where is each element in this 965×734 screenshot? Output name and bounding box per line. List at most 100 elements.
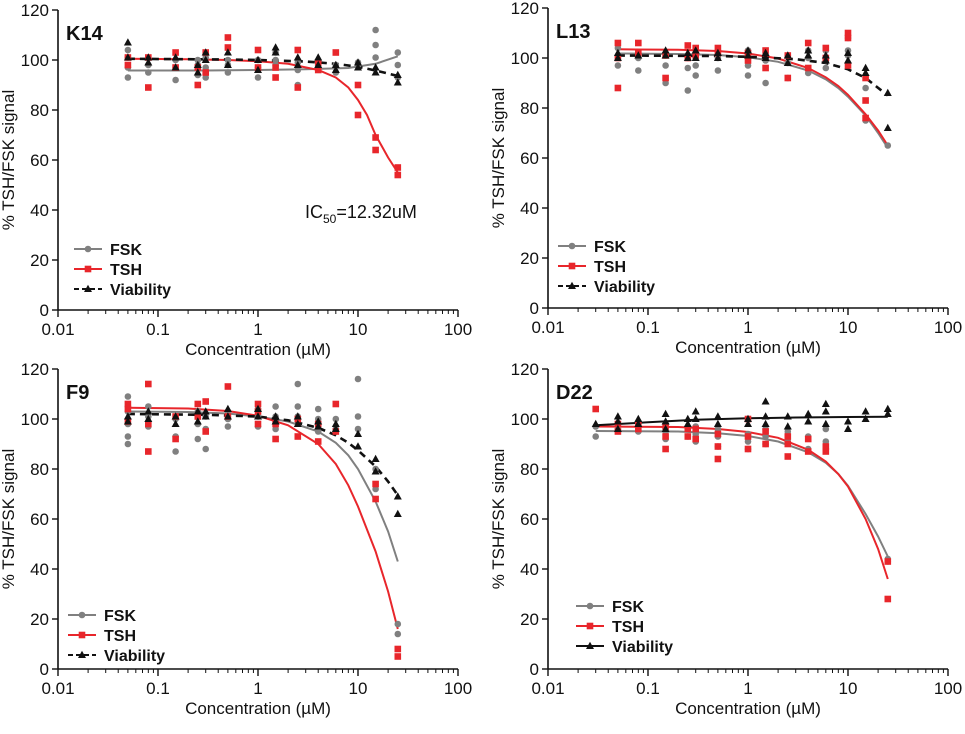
data-point-viability <box>861 407 870 415</box>
data-point-viability <box>661 409 670 417</box>
data-point-viability <box>683 48 692 56</box>
data-point-viability <box>371 454 380 462</box>
data-point-tsh <box>714 44 722 52</box>
x-axis-title: Concentration (µM) <box>185 340 331 359</box>
fit-curve-fsk <box>127 410 399 562</box>
y-axis-title: % TSH/FSK signal <box>0 449 18 589</box>
y-tick-label: 20 <box>520 610 539 629</box>
data-point-viability <box>661 417 670 425</box>
data-point-viability <box>683 53 692 61</box>
legend-label-viability: Viability <box>612 639 673 656</box>
data-point-fsk <box>172 448 179 455</box>
data-point-viability <box>613 48 622 56</box>
panel-k14: 0 20 40 60 80 100 120 0.01 0.1 1 10 100 Concentratio… <box>0 1 472 359</box>
legend-marker-fsk <box>586 602 594 610</box>
legend-label-tsh: TSH <box>104 628 136 645</box>
data-point-viability <box>713 419 722 427</box>
data-point-viability <box>144 407 153 415</box>
data-point-fsk <box>224 423 232 430</box>
data-point-tsh <box>272 64 279 71</box>
data-point-tsh <box>372 495 379 503</box>
legend-label-viability: Viability <box>594 279 655 296</box>
data-point-fsk <box>202 64 210 71</box>
data-point-viability <box>591 419 600 427</box>
panel-l13: 0 20 40 60 80 100 120 0.01 0.1 1 10 100 Concentratio… <box>489 0 962 357</box>
data-point-viability <box>713 48 722 56</box>
data-point-viability <box>123 412 132 420</box>
data-point-tsh <box>294 84 302 91</box>
data-point-viability <box>144 53 153 61</box>
x-tick-label: 1 <box>743 679 752 698</box>
legend-marker-fsk <box>568 242 576 250</box>
data-point-fsk <box>692 62 700 69</box>
data-point-tsh <box>844 62 852 69</box>
data-point-fsk <box>662 62 669 69</box>
legend-marker-tsh <box>78 631 86 639</box>
data-point-tsh <box>194 400 202 408</box>
data-point-fsk <box>254 74 262 81</box>
data-point-viability <box>293 60 302 68</box>
data-point-viability <box>354 429 362 437</box>
data-point-fsk <box>744 72 752 79</box>
panel-d22: 0 20 40 60 80 100 120 0.01 0.1 1 10 100 Concentratio… <box>489 360 962 718</box>
data-point-fsk <box>272 425 279 433</box>
data-point-viability <box>254 55 262 63</box>
data-point-tsh <box>332 49 340 56</box>
y-tick-label: 0 <box>530 660 539 679</box>
data-point-viability <box>314 53 323 61</box>
data-point-viability <box>761 419 770 427</box>
data-point-viability <box>193 68 202 76</box>
data-point-viability <box>844 48 852 56</box>
data-point-viability <box>844 424 852 432</box>
legend-marker-tsh <box>586 622 594 630</box>
y-tick-label: 120 <box>511 360 539 379</box>
y-tick-label: 60 <box>30 151 49 170</box>
data-point-viability <box>661 46 670 54</box>
data-point-viability <box>223 404 232 412</box>
data-point-viability <box>171 53 180 61</box>
data-point-fsk <box>145 69 152 76</box>
y-tick-label: 20 <box>520 249 539 268</box>
data-point-fsk <box>592 433 600 440</box>
data-point-tsh <box>692 435 700 443</box>
data-point-viability <box>171 419 180 427</box>
data-point-viability <box>613 417 622 425</box>
data-point-viability <box>804 51 813 59</box>
x-tick-label: 0.01 <box>41 320 74 339</box>
data-point-tsh <box>684 433 692 440</box>
data-point-tsh <box>635 39 642 47</box>
data-point-viability <box>821 56 830 64</box>
data-point-viability <box>201 412 210 420</box>
data-point-tsh <box>354 81 362 89</box>
data-point-fsk <box>272 56 279 64</box>
data-point-viability <box>861 63 870 71</box>
data-point-viability <box>844 56 852 64</box>
data-point-tsh <box>884 595 892 603</box>
legend-marker-fsk <box>84 245 92 253</box>
legend-label-fsk: FSK <box>594 239 626 256</box>
legend-label-fsk: FSK <box>110 242 142 259</box>
data-point-viability <box>691 414 700 422</box>
data-point-viability <box>761 53 770 61</box>
data-point-viability <box>293 412 302 420</box>
legend-label-fsk: FSK <box>612 599 644 616</box>
data-point-viability <box>883 88 892 96</box>
legend-marker-tsh <box>568 262 576 270</box>
x-tick-label: 0.1 <box>636 679 660 698</box>
data-point-tsh <box>314 438 322 445</box>
data-point-viability <box>613 53 622 61</box>
data-point-viability <box>883 409 892 417</box>
data-point-viability <box>783 58 792 66</box>
data-point-viability <box>254 404 262 412</box>
data-point-viability <box>271 48 280 56</box>
data-point-viability <box>783 412 792 420</box>
data-point-tsh <box>394 645 402 653</box>
data-point-viability <box>804 409 813 417</box>
y-tick-label: 40 <box>30 201 49 220</box>
legend-label-viability: Viability <box>110 282 171 299</box>
legend-label-viability: Viability <box>104 648 165 665</box>
legend-marker-viability <box>586 641 594 649</box>
data-point-viability <box>331 419 340 427</box>
data-point-fsk <box>762 433 769 440</box>
data-point-tsh <box>224 44 232 51</box>
